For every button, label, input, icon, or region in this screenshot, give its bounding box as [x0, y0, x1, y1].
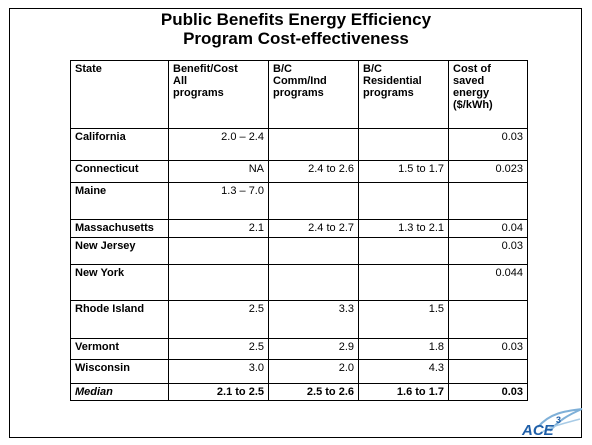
value-cell: 0.044 — [448, 264, 528, 301]
value-cell: 2.5 to 2.6 — [268, 383, 359, 401]
value-cell — [168, 237, 269, 265]
value-cell: 0.04 — [448, 219, 528, 238]
value-cell: NA — [168, 160, 269, 183]
table-row: Massachusetts 2.1 2.4 to 2.7 1.3 to 2.1 0.04 — [70, 219, 528, 238]
value-cell: 4.3 — [358, 359, 449, 384]
value-cell: 0.023 — [448, 160, 528, 183]
table-row: New Jersey 0.03 — [70, 237, 528, 265]
logo-text: ACE — [521, 422, 555, 439]
value-cell — [448, 300, 528, 339]
value-cell: 1.5 — [358, 300, 449, 339]
state-cell: Wisconsin — [70, 359, 169, 384]
data-table: State Benefit/Cost All programs B/C Comm/I… — [70, 60, 528, 401]
table-row: Rhode Island 2.5 3.3 1.5 — [70, 300, 528, 339]
table-row: Maine 1.3 – 7.0 — [70, 182, 528, 220]
state-cell: New York — [70, 264, 169, 301]
value-cell: 0.03 — [448, 128, 528, 161]
value-cell: 1.8 — [358, 338, 449, 360]
table-row: Connecticut NA 2.4 to 2.6 1.5 to 1.7 0.023 — [70, 160, 528, 183]
value-cell — [268, 237, 359, 265]
value-cell: 0.03 — [448, 338, 528, 360]
value-cell: 2.1 — [168, 219, 269, 238]
value-cell: 1.5 to 1.7 — [358, 160, 449, 183]
value-cell: 2.0 – 2.4 — [168, 128, 269, 161]
value-cell: 2.5 — [168, 338, 269, 360]
value-cell: 0.03 — [448, 383, 528, 401]
state-cell: Vermont — [70, 338, 169, 360]
table-row: Vermont 2.5 2.9 1.8 0.03 — [70, 338, 528, 360]
header-cell: Cost of saved energy ($/kWh) — [448, 60, 528, 129]
logo: ACE 3 — [521, 408, 583, 439]
value-cell — [358, 182, 449, 220]
value-cell — [358, 237, 449, 265]
header-cell: Benefit/Cost All programs — [168, 60, 269, 129]
state-cell: Massachusetts — [70, 219, 169, 238]
value-cell: 2.5 — [168, 300, 269, 339]
value-cell: 1.3 – 7.0 — [168, 182, 269, 220]
value-cell: 1.6 to 1.7 — [358, 383, 449, 401]
state-cell: Maine — [70, 182, 169, 220]
value-cell: 1.3 to 2.1 — [358, 219, 449, 238]
value-cell: 3.3 — [268, 300, 359, 339]
value-cell — [268, 128, 359, 161]
value-cell — [448, 182, 528, 220]
value-cell: 2.4 to 2.6 — [268, 160, 359, 183]
slide-title: Public Benefits Energy Efficiency Progra… — [160, 10, 432, 48]
header-cell: B/C Residential programs — [358, 60, 449, 129]
logo-swoosh — [537, 408, 583, 432]
value-cell: 3.0 — [168, 359, 269, 384]
slide-frame — [9, 8, 582, 438]
value-cell: 0.03 — [448, 237, 528, 265]
value-cell — [358, 264, 449, 301]
median-row: Median 2.1 to 2.5 2.5 to 2.6 1.6 to 1.7 0.03 — [70, 383, 528, 401]
value-cell — [168, 264, 269, 301]
table-row: New York 0.044 — [70, 264, 528, 301]
value-cell — [358, 128, 449, 161]
value-cell: 2.0 — [268, 359, 359, 384]
logo-superscript: 3 — [556, 415, 561, 425]
value-cell — [448, 359, 528, 384]
header-row: State Benefit/Cost All programs B/C Comm/I… — [70, 60, 528, 129]
table-row: California 2.0 – 2.4 0.03 — [70, 128, 528, 161]
value-cell: 2.9 — [268, 338, 359, 360]
value-cell — [268, 182, 359, 220]
state-cell: Connecticut — [70, 160, 169, 183]
value-cell: 2.1 to 2.5 — [168, 383, 269, 401]
logo-swoosh — [539, 418, 581, 434]
state-cell: Median — [70, 383, 169, 401]
state-cell: New Jersey — [70, 237, 169, 265]
state-cell: California — [70, 128, 169, 161]
value-cell: 2.4 to 2.7 — [268, 219, 359, 238]
header-cell: B/C Comm/Ind programs — [268, 60, 359, 129]
value-cell — [268, 264, 359, 301]
table-row: Wisconsin 3.0 2.0 4.3 — [70, 359, 528, 384]
state-cell: Rhode Island — [70, 300, 169, 339]
header-cell: State — [70, 60, 169, 129]
